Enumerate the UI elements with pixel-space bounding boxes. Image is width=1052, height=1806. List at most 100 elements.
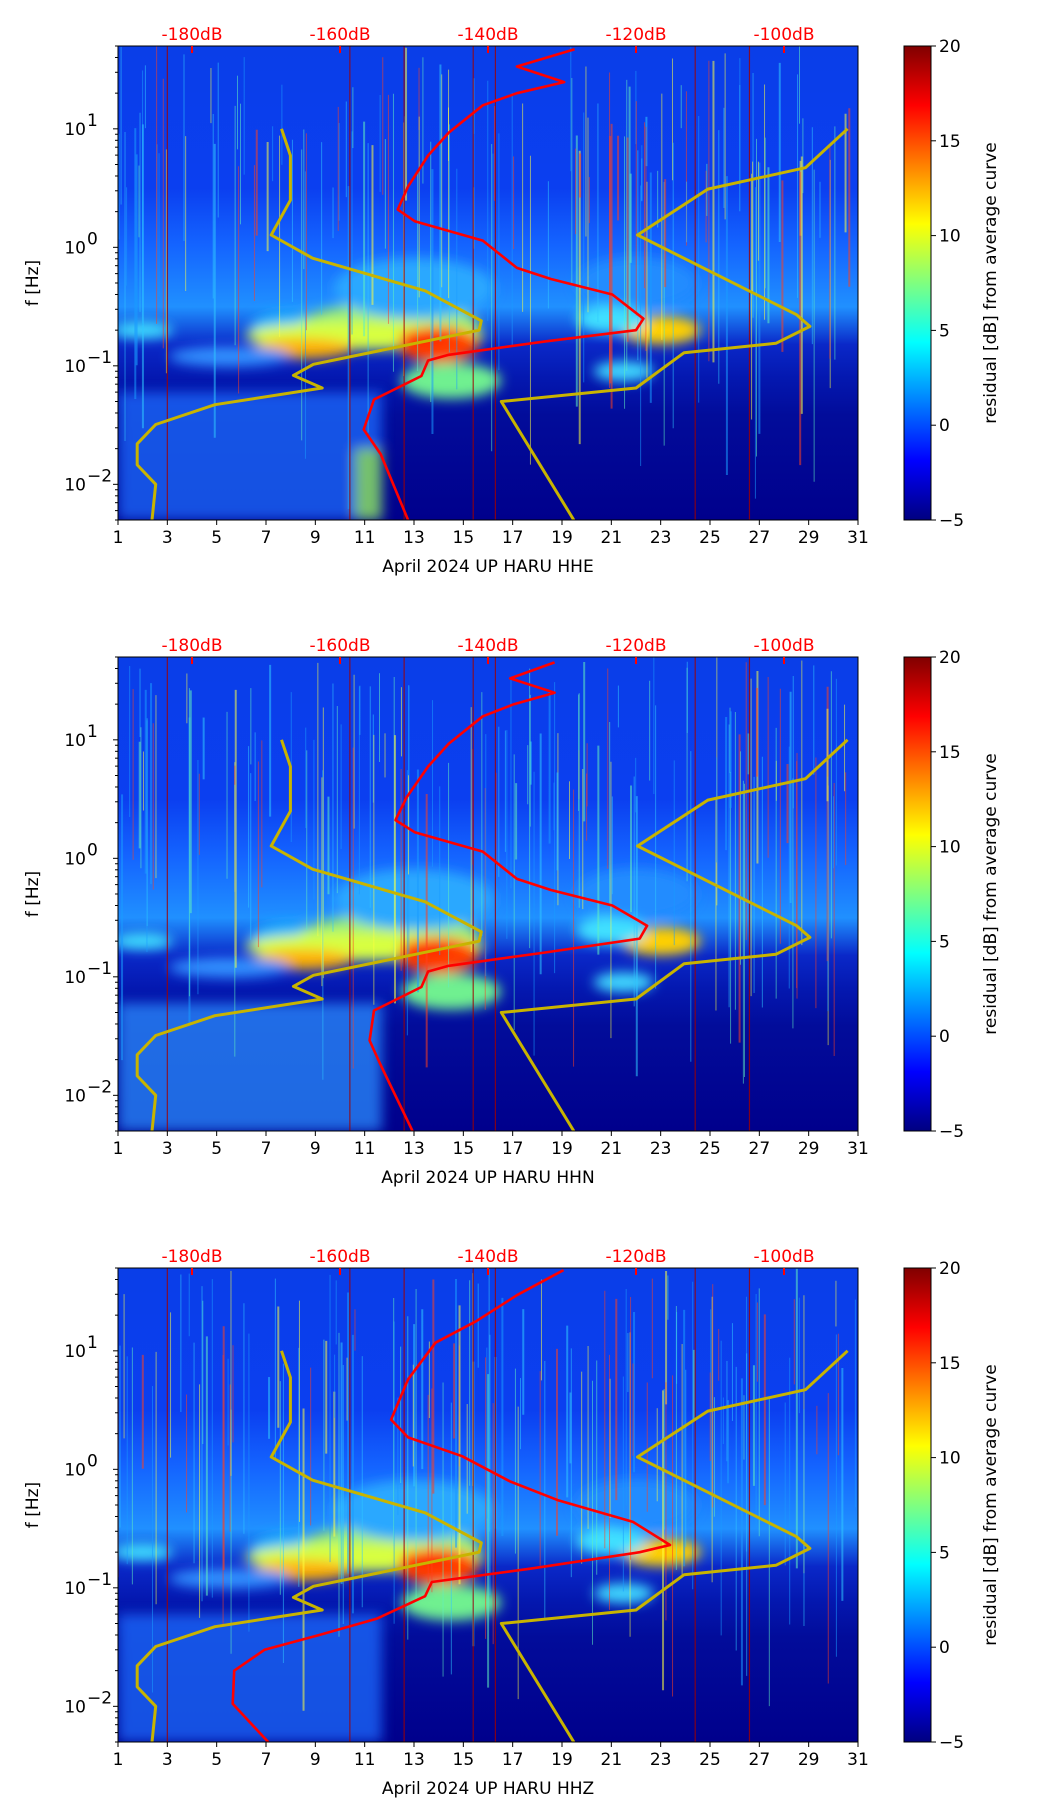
colorbar-tick-label: −5 [939, 511, 964, 531]
x-tick-label: 17 [502, 1750, 524, 1770]
colorbar-label: residual [dB] from average curve [981, 142, 1001, 423]
x-axis-label: April 2024 UP HARU HHE [382, 557, 593, 577]
high-noise-model-line [499, 127, 849, 520]
db-tick-label: -100dB [753, 25, 814, 45]
x-tick-label: 19 [551, 1750, 573, 1770]
db-tick-label: -100dB [753, 636, 814, 656]
y-tick-label: 10 [64, 1697, 86, 1717]
y-tick-exponent: −2 [87, 1688, 112, 1708]
colorbar [903, 45, 932, 521]
db-tick-label: -160dB [309, 1247, 370, 1267]
colorbar-tick-label: 20 [939, 1259, 961, 1279]
x-tick-label: 13 [403, 1750, 425, 1770]
y-tick-label: 10 [64, 475, 86, 495]
y-tick-exponent: 0 [87, 840, 98, 860]
colorbar-tick-label: 20 [939, 648, 961, 668]
y-tick-exponent: −2 [87, 466, 112, 486]
x-tick-label: 15 [453, 1139, 475, 1159]
x-tick-label: 19 [551, 1139, 573, 1159]
colorbar-tick-label: 5 [939, 1543, 950, 1563]
x-tick-label: 11 [354, 1750, 376, 1770]
spectrogram [118, 1268, 858, 1742]
x-tick-label: 31 [847, 528, 869, 548]
x-tick-label: 21 [601, 1750, 623, 1770]
spectral-energy-blob [401, 362, 501, 399]
colorbar-tick-label: 10 [939, 838, 961, 858]
db-tick-label: -100dB [753, 1247, 814, 1267]
colorbar [903, 1267, 932, 1743]
x-tick-label: 15 [453, 1750, 475, 1770]
y-tick-label: 10 [64, 120, 86, 140]
db-tick-label: -120dB [605, 25, 666, 45]
x-tick-label: 27 [749, 1139, 771, 1159]
db-tick-label: -180dB [161, 1247, 222, 1267]
colorbar-tick-label: 0 [939, 416, 950, 436]
spectrogram-streaks [118, 46, 851, 520]
x-tick-label: 29 [798, 528, 820, 548]
x-tick-label: 25 [699, 1750, 721, 1770]
spectrogram-lowfreq-region [118, 392, 382, 520]
y-tick-exponent: −1 [87, 959, 112, 979]
y-tick-label: 10 [64, 1342, 86, 1362]
db-tick-label: -160dB [309, 25, 370, 45]
y-tick-exponent: 1 [87, 722, 98, 742]
spectral-energy-blob [576, 1526, 647, 1555]
y-tick-exponent: 0 [87, 1451, 98, 1471]
x-tick-label: 13 [403, 1139, 425, 1159]
db-tick-label: -140dB [457, 636, 518, 656]
x-tick-label: 17 [502, 528, 524, 548]
x-tick-label: 1 [113, 528, 124, 548]
y-tick-exponent: 1 [87, 1333, 98, 1353]
colorbar [903, 656, 932, 1132]
colorbar-tick-label: 15 [939, 132, 961, 152]
x-tick-label: 3 [162, 528, 173, 548]
x-axis-label: April 2024 UP HARU HHN [381, 1168, 594, 1188]
y-axis-label: f [Hz] [23, 1482, 43, 1528]
x-tick-label: 7 [261, 528, 272, 548]
colorbar-tick-label: 5 [939, 932, 950, 952]
spectrogram-streaks [118, 1268, 856, 1742]
db-tick-label: -140dB [457, 25, 518, 45]
spectral-energy-blob [401, 329, 452, 346]
x-tick-label: 7 [261, 1139, 272, 1159]
y-tick-label: 10 [64, 731, 86, 751]
low-frequency-energy [118, 1003, 382, 1131]
average-curve-line [231, 1268, 672, 1742]
y-tick-label: 10 [64, 357, 86, 377]
low-noise-model-line [135, 739, 483, 1131]
x-tick-label: 5 [211, 1139, 222, 1159]
x-tick-label: 17 [502, 1139, 524, 1159]
colorbar-label: residual [dB] from average curve [981, 753, 1001, 1034]
high-noise-model-line [499, 1349, 849, 1742]
y-tick-label: 10 [64, 1086, 86, 1106]
low-noise-model-line [135, 128, 483, 520]
spectral-energy-blob [169, 346, 289, 367]
x-tick-label: 5 [211, 528, 222, 548]
colorbar-tick-label: 0 [939, 1027, 950, 1047]
low-frequency-energy [118, 392, 382, 520]
colorbar-tick-label: 0 [939, 1638, 950, 1658]
x-tick-label: 25 [699, 528, 721, 548]
db-tick-label: -180dB [161, 25, 222, 45]
x-tick-label: 23 [650, 1750, 672, 1770]
x-tick-label: 11 [354, 1139, 376, 1159]
x-tick-label: 29 [798, 1139, 820, 1159]
spectral-energy-blob [169, 1568, 289, 1589]
x-tick-label: 7 [261, 1750, 272, 1770]
y-tick-exponent: 1 [87, 111, 98, 131]
x-tick-label: 9 [310, 1139, 321, 1159]
colorbar-tick-label: 15 [939, 743, 961, 763]
x-tick-label: 29 [798, 1750, 820, 1770]
colorbar-tick-label: 10 [939, 1449, 961, 1469]
low-noise-model-line [135, 1350, 483, 1742]
colorbar-label: residual [dB] from average curve [981, 1364, 1001, 1645]
spectral-energy-blob [593, 1583, 654, 1604]
db-tick-label: -160dB [309, 636, 370, 656]
x-tick-label: 1 [113, 1750, 124, 1770]
x-tick-label: 23 [650, 1139, 672, 1159]
spectrogram-lowfreq-region [118, 1003, 382, 1131]
